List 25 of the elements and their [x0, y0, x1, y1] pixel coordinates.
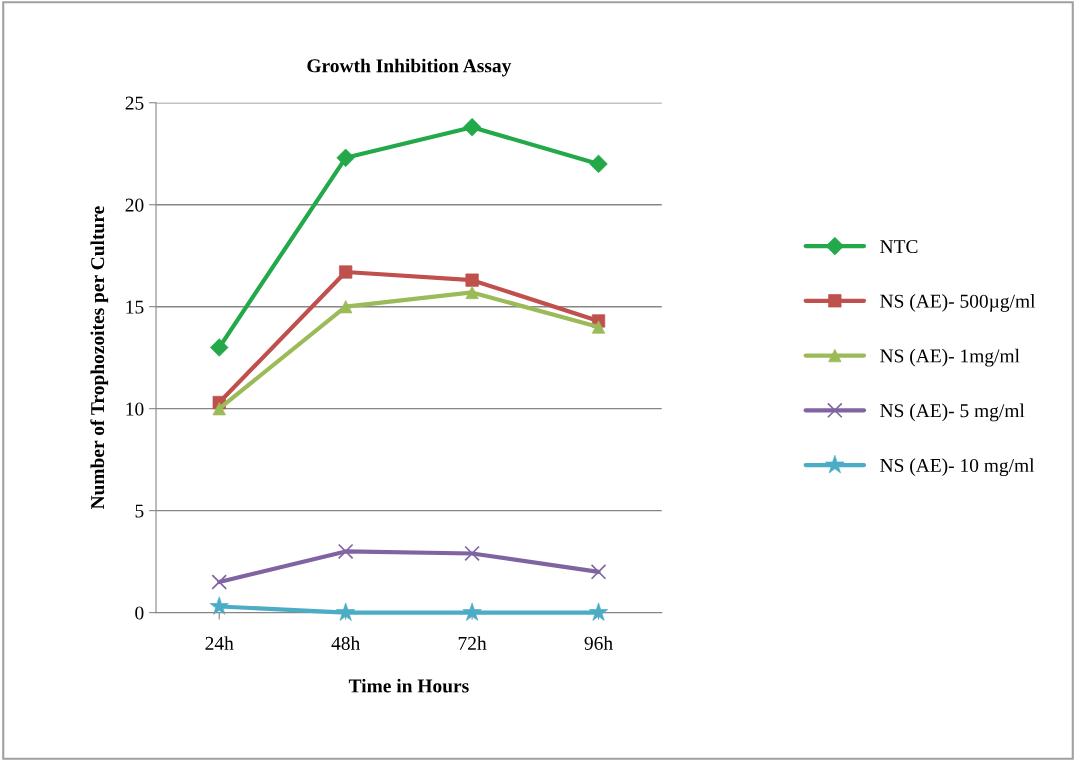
legend-label: NS (AE)- 500µg/ml	[880, 294, 1036, 312]
x-tick-label: 72h	[458, 636, 487, 650]
point	[589, 154, 608, 174]
y-tick-label: 25	[125, 96, 144, 110]
point	[590, 564, 607, 580]
legend-label: NTC	[880, 240, 918, 254]
legend-label: NS (AE)- 5 mg/ml	[880, 403, 1025, 422]
x-tick-label: 48h	[331, 636, 360, 650]
y-axis-title: Number of Trophozoites per Culture	[90, 206, 109, 510]
y-tick-label: 20	[125, 198, 144, 212]
point	[211, 574, 228, 590]
x-tick-label: 96h	[584, 636, 613, 650]
point	[210, 338, 229, 357]
y-tick-label: 0	[135, 606, 144, 620]
point	[339, 265, 353, 279]
chart-title: Growth Inhibition Assay	[307, 58, 512, 77]
y-tick-label: 10	[126, 402, 144, 416]
y-tick-label: 15	[126, 300, 144, 314]
legend-label: NS (AE)- 10 mg/ml	[880, 458, 1035, 477]
point	[337, 543, 354, 560]
legend-label: NS (AE)- 1mg/ml	[880, 348, 1020, 367]
y-tick-label: 5	[135, 504, 144, 518]
point	[464, 545, 480, 562]
x-axis-title: Time in Hours	[348, 678, 469, 693]
x-tick-label: 24h	[205, 636, 234, 650]
